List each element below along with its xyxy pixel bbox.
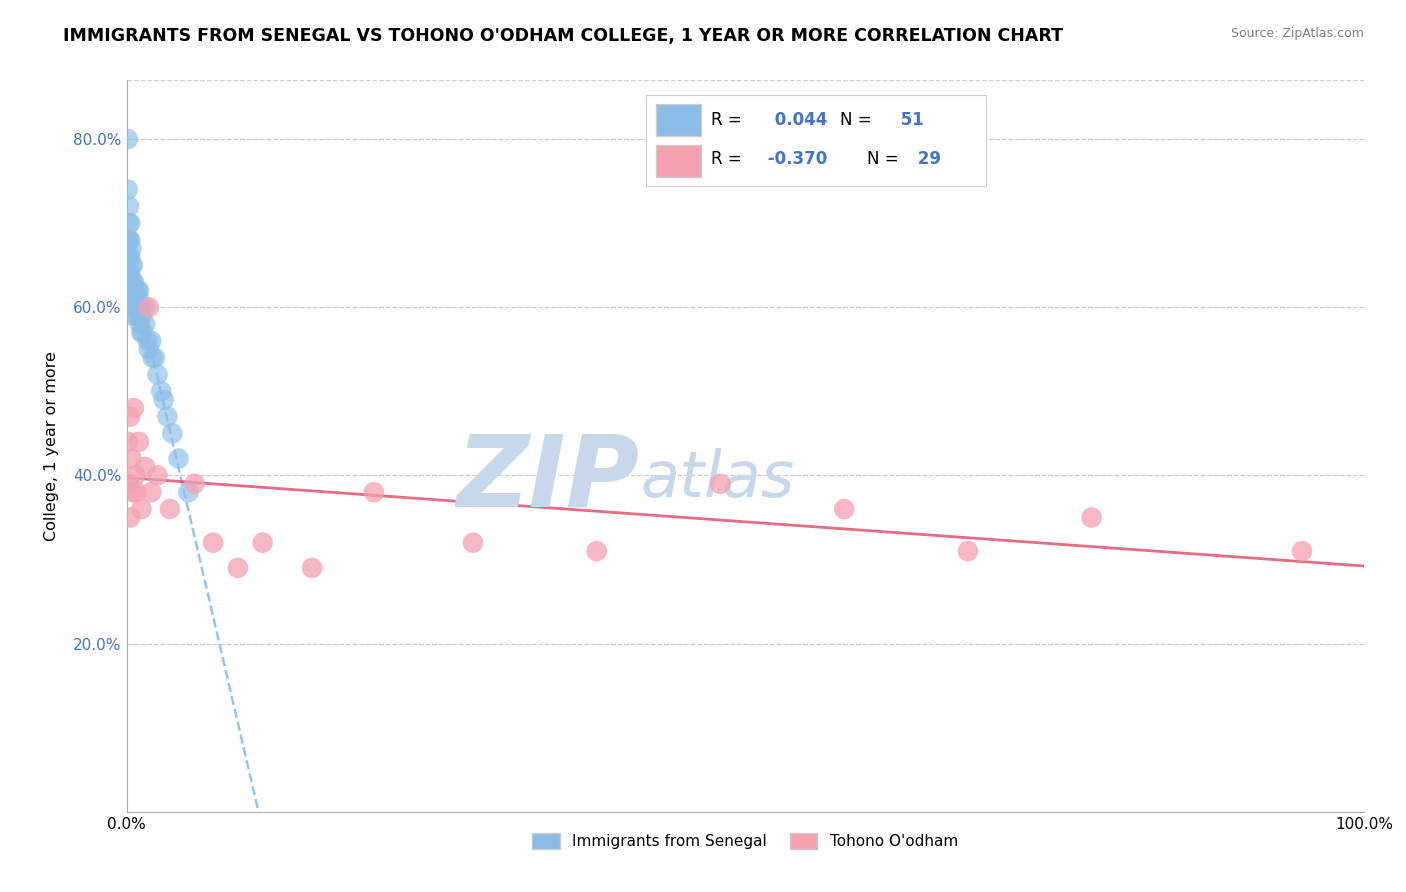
Point — [118, 233, 141, 247]
Point — [129, 317, 152, 331]
Point — [162, 426, 184, 441]
Point — [125, 309, 148, 323]
Point — [122, 401, 145, 416]
Point — [121, 451, 143, 466]
Point — [121, 309, 143, 323]
Point — [156, 409, 179, 424]
Point — [134, 317, 156, 331]
Point — [122, 275, 145, 289]
Point — [117, 183, 139, 197]
Point — [136, 334, 159, 348]
Point — [832, 502, 855, 516]
Point — [121, 258, 143, 272]
Text: ZIP: ZIP — [457, 431, 640, 527]
Point — [301, 561, 323, 575]
Point — [138, 343, 160, 357]
Point — [128, 434, 150, 449]
Point — [118, 199, 141, 213]
Point — [121, 275, 143, 289]
Point — [1291, 544, 1313, 558]
Point — [117, 233, 139, 247]
Point — [120, 510, 142, 524]
Text: IMMIGRANTS FROM SENEGAL VS TOHONO O'ODHAM COLLEGE, 1 YEAR OR MORE CORRELATION CH: IMMIGRANTS FROM SENEGAL VS TOHONO O'ODHA… — [63, 27, 1063, 45]
Point — [121, 275, 143, 289]
Point — [117, 434, 139, 449]
Point — [461, 535, 484, 549]
Point — [118, 250, 141, 264]
Point — [124, 468, 146, 483]
Point — [150, 384, 173, 399]
Point — [226, 561, 249, 575]
Point — [134, 300, 156, 314]
Text: Source: ZipAtlas.com: Source: ZipAtlas.com — [1230, 27, 1364, 40]
Point — [128, 309, 150, 323]
Point — [121, 292, 143, 306]
Point — [141, 351, 163, 365]
Point — [125, 292, 148, 306]
Point — [125, 485, 148, 500]
Point — [128, 284, 150, 298]
Point — [146, 368, 169, 382]
Point — [127, 284, 149, 298]
Point — [122, 284, 145, 298]
Point — [202, 535, 225, 549]
Point — [120, 250, 142, 264]
Point — [138, 300, 160, 314]
Point — [117, 132, 139, 146]
Point — [167, 451, 190, 466]
Point — [134, 460, 156, 475]
Point — [131, 502, 153, 516]
Y-axis label: College, 1 year or more: College, 1 year or more — [45, 351, 59, 541]
Point — [127, 300, 149, 314]
Point — [121, 242, 143, 256]
Point — [124, 300, 146, 314]
Point — [120, 216, 142, 230]
Point — [709, 476, 731, 491]
Point — [120, 409, 142, 424]
Point — [143, 351, 166, 365]
Point — [128, 292, 150, 306]
Point — [121, 292, 143, 306]
Point — [118, 216, 141, 230]
Point — [131, 326, 153, 340]
Point — [120, 233, 142, 247]
Point — [120, 284, 142, 298]
Point — [956, 544, 979, 558]
Point — [159, 502, 181, 516]
Point — [141, 334, 163, 348]
Point — [585, 544, 607, 558]
Point — [152, 392, 174, 407]
Point — [363, 485, 385, 500]
Legend: Immigrants from Senegal, Tohono O'odham: Immigrants from Senegal, Tohono O'odham — [526, 827, 965, 855]
Point — [129, 300, 152, 314]
Text: atlas: atlas — [640, 448, 794, 510]
Point — [177, 485, 200, 500]
Point — [122, 300, 145, 314]
Point — [183, 476, 205, 491]
Point — [146, 468, 169, 483]
Point — [121, 485, 143, 500]
Point — [118, 476, 141, 491]
Point — [131, 326, 153, 340]
Point — [131, 309, 153, 323]
Point — [252, 535, 274, 549]
Point — [124, 292, 146, 306]
Point — [121, 258, 143, 272]
Point — [1080, 510, 1102, 524]
Point — [141, 485, 163, 500]
Point — [120, 267, 142, 281]
